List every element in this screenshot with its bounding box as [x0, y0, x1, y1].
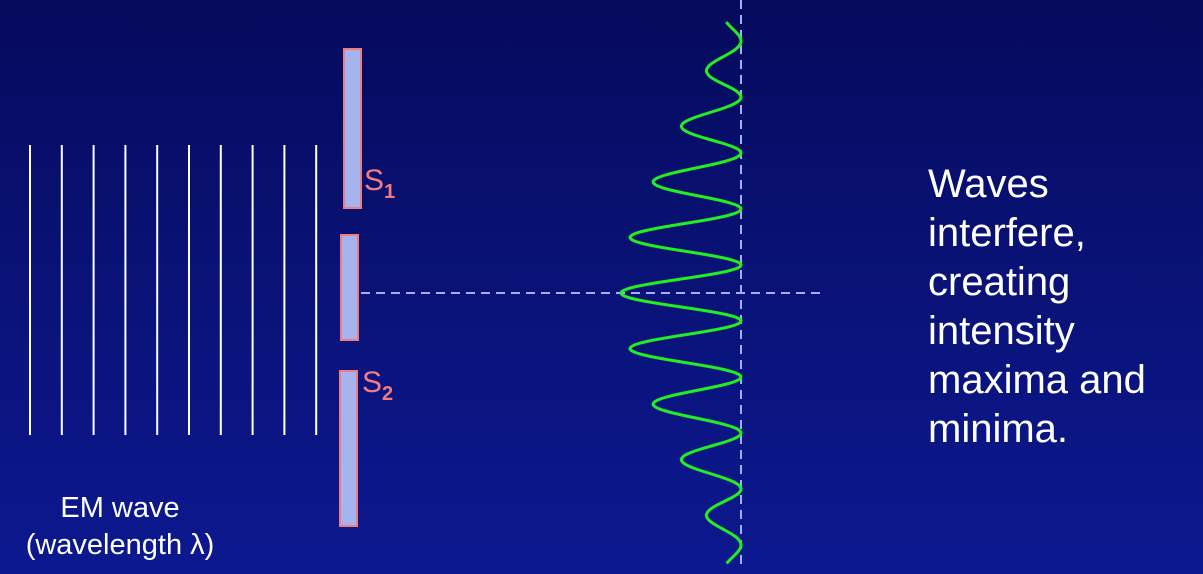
em-wave-label-line1: EM wave [60, 492, 180, 524]
em-wave-label-line2: (wavelength λ) [25, 529, 215, 561]
em-wave-label: EM wave (wavelength λ) [0, 490, 240, 564]
barrier-middle [340, 234, 359, 341]
caption: Waves interfere, creating intensity maxi… [928, 160, 1198, 454]
intensity-curve [619, 21, 743, 565]
barrier-top [343, 48, 362, 209]
barrier-bottom [339, 370, 358, 527]
slit-label-s2: S2 [362, 366, 393, 405]
slit-label-s1: S1 [364, 164, 395, 203]
caption-line: Waves [928, 162, 1049, 206]
caption-line: creating [928, 260, 1071, 304]
caption-line: intensity [928, 309, 1075, 353]
caption-line: maxima and [928, 358, 1146, 402]
wavefronts [29, 145, 318, 435]
caption-line: interfere, [928, 211, 1086, 255]
caption-line: minima. [928, 407, 1069, 451]
